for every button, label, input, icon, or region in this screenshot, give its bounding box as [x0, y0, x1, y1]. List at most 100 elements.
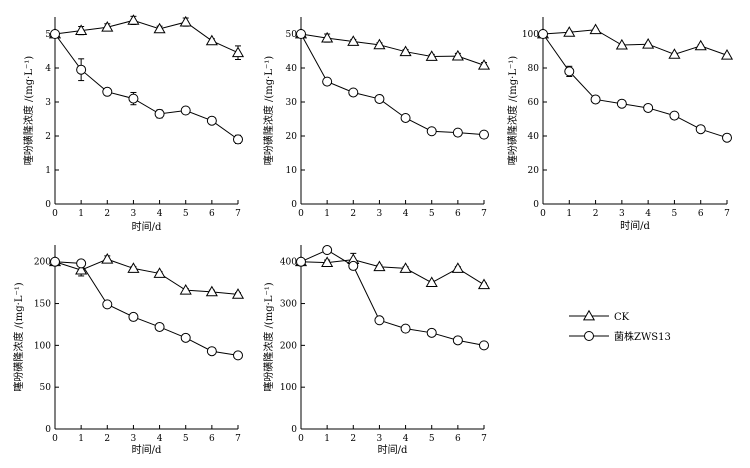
x-tick-label: 4 — [157, 434, 163, 444]
data-point-triangle — [321, 31, 334, 43]
data-point-circle — [479, 340, 489, 351]
data-point-circle — [643, 102, 654, 113]
legend: CK 菌株ZWS13 — [569, 309, 671, 343]
series-line — [54, 258, 239, 295]
data-point-circle — [348, 260, 359, 271]
chart-panel-2: 0 1 2 3 4 5 6 7 0 10 20 30 40 50 噻吩磺隆浓度 /(mg·L⁻¹) — [262, 17, 491, 219]
y-tick-label: 100 — [280, 383, 297, 393]
x-tick-label: 7 — [481, 209, 487, 219]
data-point-triangle — [451, 49, 464, 61]
data-point-triangle — [477, 278, 491, 290]
x-tick-label: 6 — [455, 434, 461, 444]
data-point-circle — [128, 311, 139, 322]
data-point-triangle — [205, 285, 218, 297]
y-tick-label: 200 — [280, 341, 297, 351]
x-tick-label: 3 — [619, 209, 625, 219]
data-point-triangle — [101, 253, 114, 264]
y-axis-title: 噻吩磺隆浓度 /(mg·L⁻¹) — [12, 282, 25, 391]
data-point-circle — [426, 126, 437, 137]
data-point-circle — [722, 132, 732, 143]
x-tick-label: 1 — [78, 434, 84, 444]
y-tick-label: 40 — [528, 132, 540, 142]
x-tick-label: 6 — [209, 209, 215, 219]
x-tick-label: 4 — [157, 209, 163, 219]
data-point-circle — [616, 98, 627, 109]
data-point-circle — [76, 64, 87, 75]
x-tick-label: 0 — [52, 434, 58, 444]
data-point-triangle — [153, 267, 166, 278]
data-point-circle — [154, 321, 165, 332]
y-tick-label: 0 — [45, 425, 51, 435]
y-tick-label: 0 — [291, 425, 297, 435]
data-point-circle — [154, 108, 165, 119]
data-point-triangle — [451, 262, 464, 273]
data-point-triangle — [127, 262, 140, 273]
y-tick-label: 4 — [45, 64, 51, 74]
data-point-triangle — [563, 26, 576, 37]
data-point-triangle — [373, 260, 386, 272]
legend-ck-marker — [582, 309, 596, 321]
legend-zws-marker — [584, 331, 594, 341]
data-point-circle — [180, 105, 191, 116]
x-axis-title: 时间/d — [378, 443, 408, 456]
x-tick-label: 6 — [698, 209, 704, 219]
data-point-triangle — [589, 23, 602, 35]
x-tick-label: 5 — [183, 209, 189, 219]
series-zws13 — [50, 256, 243, 361]
data-point-triangle — [720, 49, 734, 60]
y-tick-label: 5 — [45, 30, 51, 40]
x-tick-label: 5 — [183, 434, 189, 444]
x-tick-label: 5 — [672, 209, 678, 219]
y-axis-title: 噻吩磺隆浓度 /(mg·L⁻¹) — [262, 282, 275, 391]
data-point-triangle — [347, 35, 360, 46]
series-ck — [48, 253, 245, 299]
data-point-triangle — [425, 276, 438, 288]
data-point-circle — [400, 323, 411, 334]
data-point-circle — [374, 93, 385, 104]
data-point-triangle — [642, 37, 655, 49]
y-tick-label: 40 — [286, 64, 298, 74]
y-tick-label: 60 — [528, 98, 540, 108]
y-axis-title: 噻吩磺隆浓度 /(mg·L⁻¹) — [506, 56, 519, 165]
series-ck — [536, 23, 734, 60]
data-point-triangle — [399, 45, 412, 57]
y-tick-label: 50 — [286, 30, 298, 40]
data-point-circle — [426, 327, 437, 338]
data-point-triangle — [231, 288, 245, 299]
x-tick-label: 4 — [403, 434, 409, 444]
x-tick-label: 2 — [350, 434, 356, 444]
x-tick-label: 7 — [724, 209, 730, 219]
data-point-circle — [76, 258, 87, 269]
data-point-triangle — [101, 20, 114, 32]
data-point-circle — [322, 245, 333, 256]
data-point-triangle — [373, 38, 386, 50]
data-point-triangle — [399, 262, 412, 273]
y-tick-label: 20 — [528, 166, 540, 176]
chart-panel-1: 0 1 2 3 4 5 6 7 0 1 2 3 4 5 时间/d 噻吩磺隆浓度 /(mg·L⁻¹) — [22, 14, 245, 233]
data-point-circle — [102, 86, 113, 97]
x-tick-label: 2 — [350, 209, 356, 219]
x-tick-label: 6 — [209, 434, 215, 444]
y-axis-title: 噻吩磺隆浓度 /(mg·L⁻¹) — [262, 56, 275, 165]
data-point-circle — [296, 256, 306, 267]
y-tick-label: 3 — [45, 98, 51, 108]
series-ck — [294, 252, 491, 290]
x-tick-label: 3 — [131, 434, 137, 444]
y-tick-label: 100 — [34, 341, 51, 351]
data-point-triangle — [668, 48, 681, 59]
x-tick-label: 5 — [429, 434, 435, 444]
x-tick-label: 0 — [298, 434, 304, 444]
series-zws13 — [538, 29, 732, 143]
series-zws13 — [296, 29, 489, 140]
series-line — [54, 19, 239, 54]
data-point-circle — [296, 29, 306, 39]
y-tick-label: 100 — [522, 30, 539, 40]
x-axis-title: 时间/d — [620, 219, 650, 232]
data-point-circle — [233, 350, 243, 361]
data-point-triangle — [205, 34, 218, 46]
y-tick-label: 20 — [286, 132, 298, 142]
data-point-triangle — [231, 46, 245, 58]
legend-zws-label: 菌株ZWS13 — [614, 330, 671, 343]
data-point-triangle — [179, 283, 192, 295]
